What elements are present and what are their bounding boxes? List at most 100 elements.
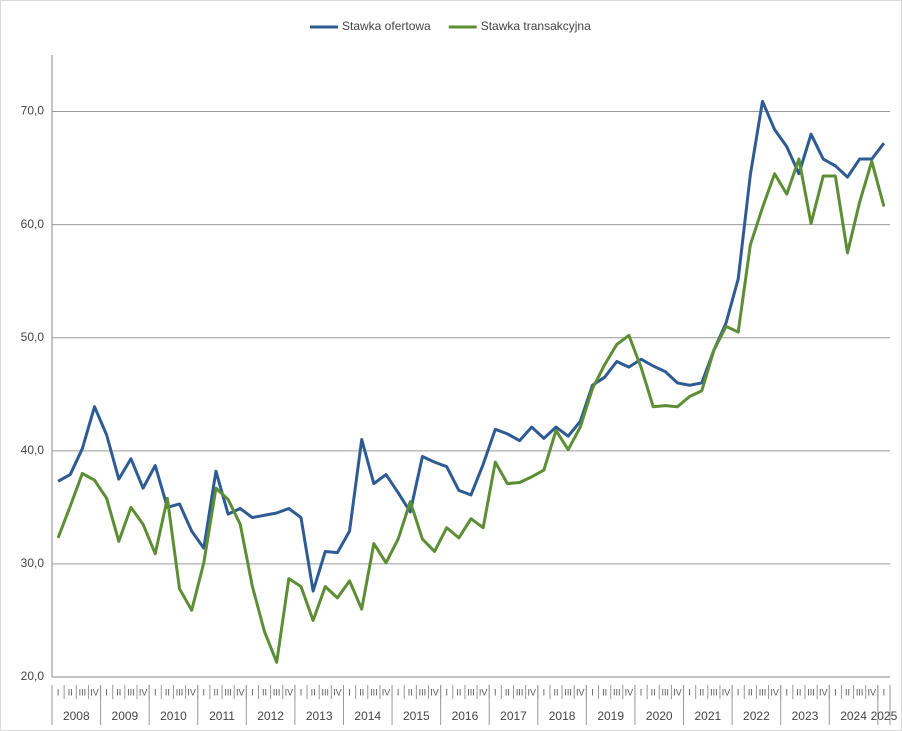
x-group-label: 2009 [112, 709, 139, 723]
x-tick-label: I [591, 687, 594, 697]
x-tick-label: II [165, 687, 170, 697]
x-tick-label: IV [673, 687, 682, 697]
x-group-label: 2023 [792, 709, 819, 723]
legend-label: Stawka ofertowa [342, 19, 431, 33]
x-group-label: 2025 [871, 709, 898, 723]
x-tick-label: IV [479, 687, 488, 697]
x-tick-label: III [127, 687, 135, 697]
x-tick-label: I [57, 687, 60, 697]
x-tick-label: I [348, 687, 351, 697]
x-tick-label: IV [722, 687, 731, 697]
x-tick-label: III [370, 687, 378, 697]
x-tick-label: II [116, 687, 121, 697]
x-group-label: 2022 [743, 709, 770, 723]
x-group-label: 2018 [549, 709, 576, 723]
x-tick-label: III [856, 687, 864, 697]
x-tick-label: II [699, 687, 704, 697]
x-tick-label: IV [187, 687, 196, 697]
x-tick-label: III [564, 687, 572, 697]
x-group-label: 2021 [694, 709, 721, 723]
x-tick-label: III [759, 687, 767, 697]
x-tick-label: I [786, 687, 789, 697]
x-group-label: 2008 [63, 709, 90, 723]
x-tick-label: IV [285, 687, 294, 697]
x-tick-label: II [651, 687, 656, 697]
y-tick-label: 40,0 [21, 443, 45, 457]
x-tick-label: IV [333, 687, 342, 697]
x-tick-label: II [213, 687, 218, 697]
x-tick-label: I [737, 687, 740, 697]
x-tick-label: IV [382, 687, 391, 697]
x-group-label: 2019 [597, 709, 624, 723]
x-tick-label: III [224, 687, 232, 697]
x-group-label: 2017 [500, 709, 527, 723]
x-tick-label: I [688, 687, 691, 697]
x-tick-label: IV [819, 687, 828, 697]
x-group-label: 2011 [209, 709, 235, 723]
x-group-label: 2020 [646, 709, 673, 723]
x-tick-label: III [710, 687, 718, 697]
x-group-label: 2015 [403, 709, 430, 723]
x-group-label: 2012 [257, 709, 284, 723]
x-tick-label: I [397, 687, 400, 697]
x-tick-label: I [251, 687, 254, 697]
x-tick-label: IV [868, 687, 877, 697]
x-group-label: 2024 [840, 709, 867, 723]
x-tick-label: I [445, 687, 448, 697]
x-tick-label: IV [770, 687, 779, 697]
x-group-label: 2014 [354, 709, 381, 723]
x-tick-label: II [408, 687, 413, 697]
x-tick-label: IV [576, 687, 585, 697]
x-tick-label: I [834, 687, 837, 697]
x-group-label: 2013 [306, 709, 333, 723]
x-tick-label: II [359, 687, 364, 697]
x-tick-label: III [273, 687, 281, 697]
x-tick-label: III [419, 687, 427, 697]
x-tick-label: II [68, 687, 73, 697]
y-tick-label: 20,0 [21, 669, 45, 683]
x-tick-label: III [516, 687, 524, 697]
x-tick-label: IV [90, 687, 99, 697]
x-tick-label: I [203, 687, 206, 697]
x-tick-label: IV [236, 687, 245, 697]
x-group-label: 2016 [452, 709, 479, 723]
x-tick-label: I [494, 687, 497, 697]
x-tick-label: II [748, 687, 753, 697]
y-tick-label: 30,0 [21, 556, 45, 570]
x-tick-label: III [322, 687, 330, 697]
x-tick-label: III [176, 687, 184, 697]
legend-label: Stawka transakcyjna [481, 19, 591, 33]
series-line [57, 99, 886, 593]
x-tick-label: I [154, 687, 157, 697]
x-tick-label: III [79, 687, 87, 697]
x-tick-label: II [456, 687, 461, 697]
x-tick-label: II [262, 687, 267, 697]
y-tick-label: 70,0 [21, 104, 45, 118]
x-tick-label: III [467, 687, 475, 697]
x-tick-label: III [613, 687, 621, 697]
y-tick-label: 50,0 [21, 330, 45, 344]
x-tick-label: IV [139, 687, 148, 697]
x-tick-label: I [883, 687, 886, 697]
x-tick-label: II [554, 687, 559, 697]
y-tick-label: 60,0 [21, 217, 45, 231]
x-tick-label: III [807, 687, 815, 697]
x-tick-label: I [300, 687, 303, 697]
x-tick-label: II [845, 687, 850, 697]
x-tick-label: II [505, 687, 510, 697]
x-tick-label: I [543, 687, 546, 697]
x-group-label: 2010 [160, 709, 187, 723]
x-tick-label: IV [430, 687, 439, 697]
series-line [56, 157, 886, 664]
x-tick-label: II [602, 687, 607, 697]
x-tick-label: IV [625, 687, 634, 697]
x-tick-label: II [796, 687, 801, 697]
x-tick-label: III [662, 687, 670, 697]
x-tick-label: IV [527, 687, 536, 697]
x-tick-label: I [640, 687, 643, 697]
x-tick-label: II [311, 687, 316, 697]
x-tick-label: I [105, 687, 108, 697]
